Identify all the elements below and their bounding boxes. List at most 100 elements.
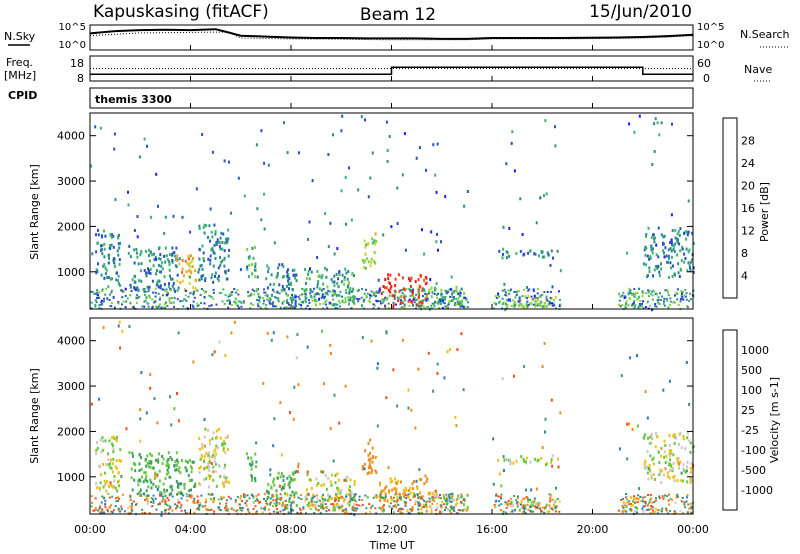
velocity-cell [524,504,527,508]
power-cell [383,298,386,301]
power-cell [212,264,215,268]
power-cell [161,267,164,271]
velocity-cell [309,507,312,510]
power-cell [393,298,396,301]
power-cell [365,294,368,297]
power-colorbar-tick-label: 12 [741,225,755,238]
velocity-cell [429,491,432,495]
velocity-cell [203,478,206,482]
power-cell [309,288,312,292]
date-title: 15/Jun/2010 [589,2,692,22]
velocity-cell [407,489,410,493]
power-cell [292,273,295,277]
velocity-cell [284,504,287,507]
power-cell [174,289,176,293]
velocity-cell [167,458,170,462]
power-cell [687,250,690,254]
velocity-cell [110,484,113,488]
power-cell [243,302,246,304]
power-cell [501,256,504,260]
velocity-cell [127,512,130,515]
velocity-cell [115,500,118,503]
velocity-cell [417,501,420,504]
velocity-cell [156,488,159,491]
velocity-cell [409,508,412,511]
power-cell [258,300,261,303]
velocity-cell [251,460,254,464]
power-cell [539,304,542,307]
velocity-cell [369,438,372,442]
power-cell [394,277,397,281]
power-cell [108,253,111,257]
power-cell [369,301,372,304]
power-cell [110,243,113,247]
power-cell [374,242,376,246]
velocity-cell [685,469,688,473]
power-cell [178,262,181,266]
power-cell [525,303,528,306]
power-cell [147,289,150,292]
velocity-cell [313,512,316,514]
velocity-cell [438,511,441,514]
power-cell [502,225,505,229]
velocity-cell [290,477,293,481]
velocity-cell [275,493,278,497]
power-cell [158,298,161,301]
power-cell [381,301,384,304]
power-cell [433,302,436,305]
velocity-cell [236,496,239,498]
velocity-cell [537,504,540,507]
velocity-cell [233,320,236,324]
velocity-cell [117,496,120,499]
power-cell [361,258,364,262]
velocity-cell [196,501,199,504]
velocity-cell [540,510,543,513]
velocity-cell [509,462,512,466]
power-cell [96,241,99,245]
velocity-cell [165,472,168,476]
velocity-cell [329,343,332,347]
power-cell [377,278,380,282]
velocity-cell [163,491,166,495]
power-cell [418,146,421,150]
velocity-cell [651,501,654,504]
velocity-cell [686,511,689,514]
velocity-cell [422,503,425,507]
power-cell [331,293,334,297]
velocity-cell [312,504,315,507]
power-cell [545,305,548,308]
velocity-cell [104,439,107,443]
power-cell [321,293,324,296]
velocity-cell [532,500,535,503]
velocity-cell [353,483,356,486]
velocity-cell [157,458,160,462]
power-cell [277,266,280,270]
velocity-cell [642,509,645,513]
power-cell [303,289,306,293]
power-cell [316,300,319,303]
power-cell [425,299,428,302]
power-cell [230,293,233,296]
velocity-cell [537,458,540,462]
velocity-cell [548,493,551,496]
velocity-cell [691,466,694,470]
velocity-cell [328,496,331,499]
velocity-cell [310,499,313,502]
noise-series [89,28,694,41]
power-cell [216,276,219,280]
power-cell [504,308,507,312]
power-cell [203,231,206,235]
power-cell [187,257,190,261]
velocity-cell [197,507,200,510]
power-cell [395,303,397,306]
power-cell [208,305,211,308]
velocity-cell [466,508,469,511]
power-cell [373,294,375,297]
power-cell [288,306,291,309]
velocity-cell [450,493,452,496]
power-cell [535,296,537,300]
power-cell [345,291,348,294]
power-cell [526,297,529,300]
velocity-cell [498,504,501,507]
power-cell [686,306,689,309]
